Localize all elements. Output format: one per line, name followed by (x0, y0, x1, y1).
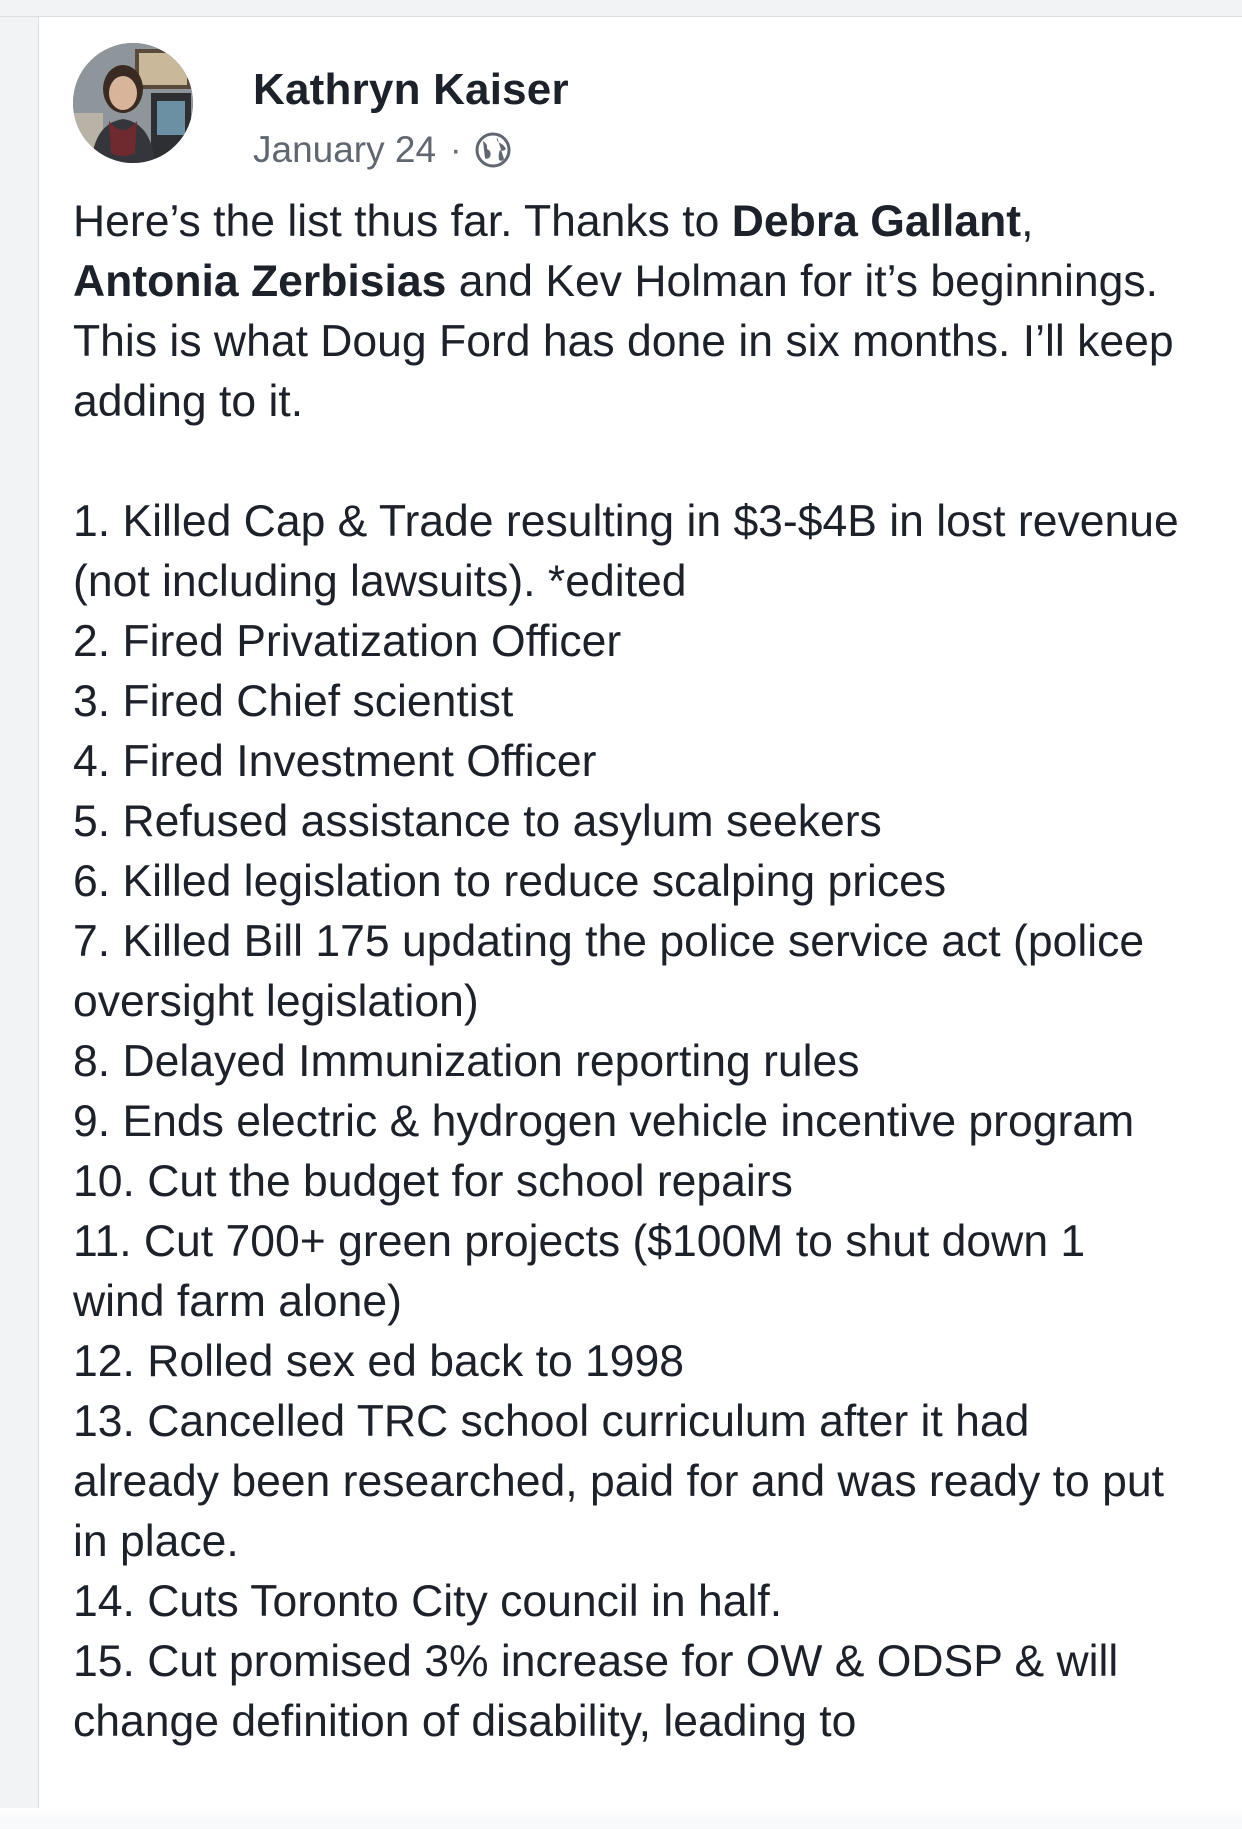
post-list: 1. Killed Cap & Trade resulting in $3-$4… (73, 492, 1183, 1752)
list-item: 15. Cut promised 3% increase for OW & OD… (73, 1637, 1119, 1746)
author-name[interactable]: Kathryn Kaiser (253, 65, 569, 114)
bottom-fade (0, 1808, 1242, 1829)
list-item: 9. Ends electric & hydrogen vehicle ince… (73, 1097, 1135, 1146)
list-item: 6. Killed legislation to reduce scalping… (73, 857, 947, 906)
post-intro: Here’s the list thus far. Thanks to Debr… (73, 192, 1183, 432)
top-divider (0, 0, 1242, 17)
list-item: 8. Delayed Immunization reporting rules (73, 1037, 860, 1086)
list-item: 4. Fired Investment Officer (73, 737, 597, 786)
intro-text-2: , (1021, 197, 1034, 246)
list-item: 12. Rolled sex ed back to 1998 (73, 1337, 685, 1386)
list-item: 3. Fired Chief scientist (73, 677, 514, 726)
globe-icon[interactable] (473, 130, 513, 170)
post-text: Here’s the list thus far. Thanks to Debr… (73, 192, 1183, 1752)
post-header: Kathryn Kaiser January 24 · (73, 43, 1073, 173)
list-item: 5. Refused assistance to asylum seekers (73, 797, 882, 846)
post-date[interactable]: January 24 (253, 129, 437, 170)
intro-text-3: and Kev Holman for it’s beginnings. This… (73, 257, 1174, 426)
avatar[interactable] (73, 43, 193, 163)
avatar-photo (73, 43, 193, 163)
list-item: 2. Fired Privatization Officer (73, 617, 622, 666)
list-item: 14. Cuts Toronto City council in half. (73, 1577, 783, 1626)
right-margin (1206, 17, 1242, 1829)
list-item: 13. Cancelled TRC school curriculum afte… (73, 1397, 1164, 1566)
tagged-user-antonia[interactable]: Antonia Zerbisias (73, 257, 447, 306)
tagged-user-debra[interactable]: Debra Gallant (731, 197, 1022, 246)
meta-separator: · (450, 130, 462, 169)
post-meta: January 24 · (253, 129, 513, 171)
post-card: Kathryn Kaiser January 24 · Here’s the l… (38, 17, 1207, 1829)
list-item: 1. Killed Cap & Trade resulting in $3-$4… (73, 497, 1179, 606)
list-item: 11. Cut 700+ green projects ($100M to sh… (73, 1217, 1086, 1326)
list-item: 7. Killed Bill 175 updating the police s… (73, 917, 1145, 1026)
list-item: 10. Cut the budget for school repairs (73, 1157, 793, 1206)
intro-text-1: Here’s the list thus far. Thanks to (73, 197, 732, 246)
